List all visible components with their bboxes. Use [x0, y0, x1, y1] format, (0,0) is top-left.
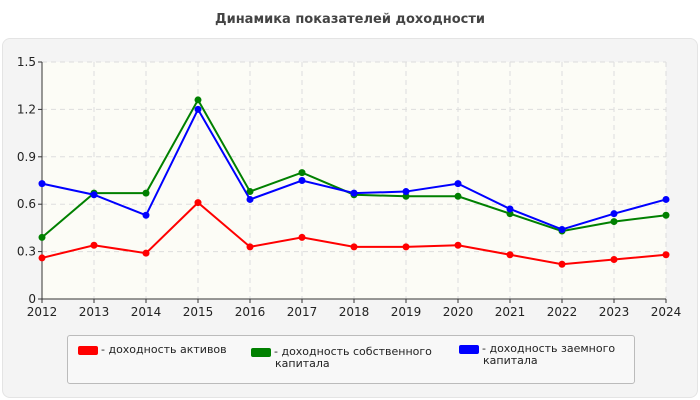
data-point: [246, 195, 254, 203]
data-point: [454, 180, 462, 188]
data-point: [142, 249, 150, 257]
data-point: [350, 243, 358, 251]
legend-swatch: [251, 348, 271, 357]
legend: - доходность активов - доходность собств…: [67, 335, 635, 384]
data-point: [38, 254, 46, 262]
y-tick-label: 1.2: [17, 102, 36, 116]
data-point: [90, 241, 98, 249]
legend-label: - доходность заемного капитала: [482, 342, 616, 367]
x-tick-label: 2019: [391, 305, 422, 319]
legend-swatch: [459, 345, 479, 354]
legend-label: - доходность собственного капитала: [274, 345, 432, 370]
y-tick-label: 1.5: [17, 55, 36, 69]
data-point: [454, 192, 462, 200]
data-point: [194, 96, 202, 104]
data-point: [662, 195, 670, 203]
data-point: [90, 191, 98, 199]
legend-swatch: [78, 346, 98, 355]
x-tick-label: 2013: [79, 305, 110, 319]
data-point: [558, 260, 566, 268]
data-point: [610, 256, 618, 263]
x-tick-label: 2015: [183, 305, 214, 319]
x-tick-label: 2024: [651, 305, 682, 319]
x-tick-label: 2012: [27, 305, 58, 319]
data-point: [194, 105, 202, 113]
data-point: [246, 243, 254, 251]
data-point: [402, 188, 410, 196]
y-tick-label: 0.9: [17, 150, 36, 164]
data-point: [610, 210, 618, 218]
data-point: [142, 189, 150, 197]
x-tick-label: 2017: [287, 305, 318, 319]
data-point: [662, 251, 670, 259]
x-tick-label: 2014: [131, 305, 162, 319]
legend-label: - доходность активов: [101, 343, 227, 356]
legend-item-equity: - доходность собственного капитала: [251, 346, 465, 370]
data-point: [662, 211, 670, 219]
x-tick-label: 2016: [235, 305, 266, 319]
x-tick-label: 2018: [339, 305, 370, 319]
data-point: [298, 169, 306, 177]
data-point: [506, 251, 514, 259]
data-point: [194, 199, 202, 207]
data-point: [298, 233, 306, 241]
data-point: [402, 243, 410, 251]
y-tick-label: 0.6: [17, 197, 36, 211]
x-tick-label: 2022: [547, 305, 578, 319]
legend-item-assets: - доходность активов: [78, 344, 248, 356]
x-tick-label: 2023: [599, 305, 630, 319]
data-point: [142, 211, 150, 219]
data-point: [246, 188, 254, 196]
data-point: [38, 233, 46, 241]
data-point: [350, 189, 358, 197]
data-point: [454, 241, 462, 249]
y-tick-label: 0.3: [17, 245, 36, 259]
x-tick-label: 2020: [443, 305, 474, 319]
data-point: [506, 205, 514, 213]
data-point: [38, 180, 46, 188]
legend-item-debt: - доходность заемного капитала: [459, 343, 653, 367]
data-point: [298, 177, 306, 184]
chart-title: Динамика показателей доходности: [215, 12, 485, 27]
x-tick-label: 2021: [495, 305, 526, 319]
data-point: [558, 225, 566, 233]
y-tick-label: 0: [28, 292, 36, 306]
data-point: [610, 218, 618, 226]
